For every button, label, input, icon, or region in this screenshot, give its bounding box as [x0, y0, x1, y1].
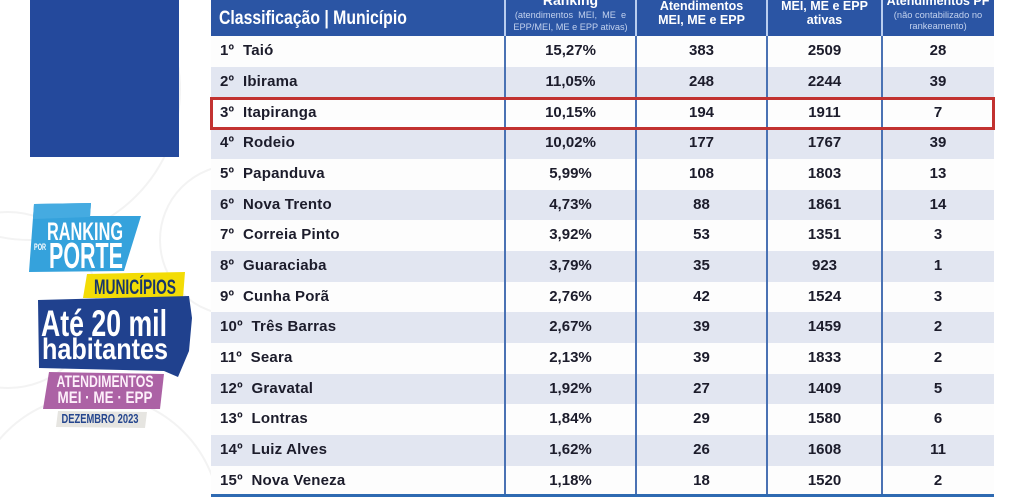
svg-text:habitantes: habitantes: [42, 333, 168, 366]
svg-text:MEI · ME · EPP: MEI · ME · EPP: [58, 388, 153, 407]
svg-text:DEZEMBRO 2023: DEZEMBRO 2023: [62, 411, 139, 426]
svg-text:MUNICÍPIOS: MUNICÍPIOS: [94, 276, 176, 299]
svg-text:ATENDIMENTOS: ATENDIMENTOS: [57, 372, 154, 391]
svg-text:RANKING: RANKING: [47, 218, 123, 246]
svg-text:Até 20 mil: Até 20 mil: [41, 303, 167, 344]
svg-text:PORTE: PORTE: [49, 235, 123, 276]
svg-text:POR: POR: [34, 242, 46, 252]
